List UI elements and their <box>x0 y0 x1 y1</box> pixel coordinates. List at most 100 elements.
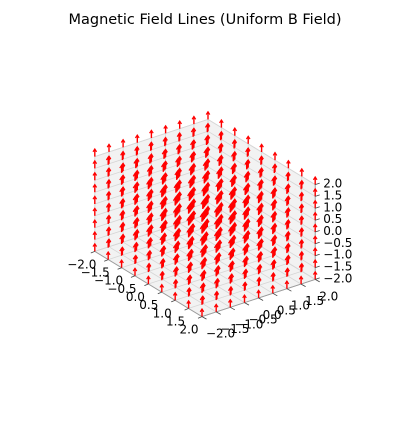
x-tick-mark <box>104 259 109 262</box>
field-arrow-head <box>242 186 248 191</box>
field-arrow <box>172 208 178 218</box>
field-arrow <box>257 168 263 178</box>
field-arrow <box>105 156 111 165</box>
field-arrow-head <box>229 178 235 183</box>
field-arrow <box>216 170 221 179</box>
x-tick-label: 0.5 <box>139 298 158 312</box>
field-arrow-head <box>232 126 238 132</box>
field-arrow <box>213 255 219 265</box>
field-arrow-head <box>199 296 205 301</box>
field-arrow <box>245 135 251 144</box>
y-tick-label: 0.5 <box>277 303 296 317</box>
field-arrow-head <box>270 261 276 266</box>
field-arrow <box>172 279 178 289</box>
field-arrow-head <box>105 227 111 232</box>
field-arrow <box>172 256 178 265</box>
field-arrow-head <box>146 216 151 221</box>
field-arrow-head <box>172 291 178 296</box>
field-arrow <box>132 184 138 193</box>
field-arrow-head <box>186 216 191 222</box>
field-arrow-head <box>172 196 178 202</box>
y-tick-label: 1.0 <box>291 299 310 313</box>
field-arrow <box>312 246 318 256</box>
field-arrow-head <box>230 165 235 170</box>
field-arrow-head <box>284 268 290 273</box>
field-arrow <box>299 167 305 177</box>
field-arrow-head <box>258 156 264 161</box>
field-arrow-head <box>213 291 219 296</box>
field-arrow <box>186 228 191 238</box>
field-arrow <box>175 158 180 168</box>
field-arrow-head <box>213 232 219 237</box>
field-arrow-head <box>199 260 205 265</box>
field-arrow-head <box>227 263 233 268</box>
field-arrow-head <box>105 167 111 173</box>
y-tick-mark <box>258 297 264 301</box>
field-arrow-head <box>159 259 165 265</box>
field-arrow-head <box>134 146 139 152</box>
field-arrow <box>242 282 247 291</box>
field-arrow <box>256 241 261 251</box>
field-arrow <box>106 143 112 152</box>
field-arrow <box>163 124 168 134</box>
field-arrow-head <box>245 148 250 153</box>
field-arrow <box>172 232 178 242</box>
y-tick-mark <box>216 311 221 315</box>
z-tick-label: −0.5 <box>323 236 352 250</box>
field-arrow-head <box>92 195 98 200</box>
field-arrow <box>119 211 124 221</box>
field-arrow-head <box>312 223 318 228</box>
z-tick-label: 0.5 <box>323 212 342 226</box>
field-arrow <box>227 215 233 225</box>
field-arrow-head <box>146 275 151 280</box>
field-arrow <box>146 263 151 273</box>
field-arrow <box>217 144 223 154</box>
field-arrow <box>227 239 233 248</box>
field-arrow-head <box>298 180 304 185</box>
field-arrow-head <box>159 188 165 193</box>
field-arrow-head <box>298 204 304 209</box>
field-arrow-head <box>270 237 276 242</box>
x-tick-mark <box>117 267 122 270</box>
field-arrow-head <box>147 154 153 160</box>
field-arrow <box>298 192 304 202</box>
field-arrow-head <box>146 180 151 185</box>
field-arrow-head <box>201 187 206 192</box>
field-arrow <box>298 239 304 249</box>
field-arrow <box>92 195 98 204</box>
field-arrow-head <box>270 189 276 195</box>
field-arrow <box>159 224 165 233</box>
field-arrow-head <box>256 181 262 186</box>
y-tick-label: −2.0 <box>206 327 235 341</box>
field-arrow-head <box>119 164 124 169</box>
field-arrow-head <box>227 227 233 232</box>
field-arrow-head <box>159 283 165 288</box>
field-arrow-head <box>106 143 112 148</box>
field-arrow-head <box>132 207 138 213</box>
field-arrow <box>312 223 318 232</box>
field-arrow-head <box>242 282 247 287</box>
field-arrow <box>92 171 98 181</box>
field-arrow <box>134 146 139 156</box>
field-arrow <box>213 243 219 253</box>
field-arrow-head <box>146 192 151 197</box>
y-tick-label: −1.5 <box>220 322 249 336</box>
field-arrow-head <box>172 244 178 249</box>
field-arrow-head <box>216 170 221 175</box>
field-arrow-head <box>298 216 304 221</box>
x-tick-label: 2.0 <box>179 323 198 337</box>
back-gridline-z <box>207 142 316 209</box>
field-arrow <box>213 291 219 301</box>
field-arrow <box>271 164 277 173</box>
field-arrow <box>160 175 165 185</box>
field-arrow-head <box>199 284 205 289</box>
field-arrow-head <box>186 287 191 293</box>
field-arrow <box>199 260 205 270</box>
field-arrow-head <box>199 272 205 277</box>
field-arrow <box>186 264 191 273</box>
field-arrow <box>134 134 140 143</box>
z-tick-mark <box>315 194 320 197</box>
field-arrow-head <box>199 307 205 313</box>
field-arrow <box>146 180 151 190</box>
field-arrow-head <box>92 159 98 165</box>
